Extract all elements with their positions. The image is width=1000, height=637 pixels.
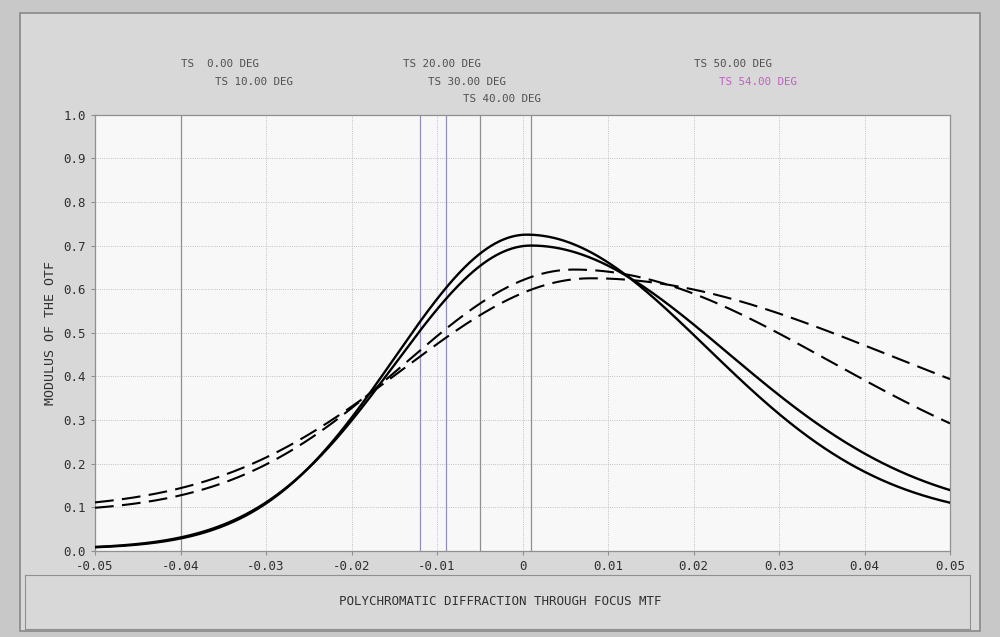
Y-axis label: MODULUS OF THE OTF: MODULUS OF THE OTF — [44, 261, 57, 405]
Text: POLYCHROMATIC DIFFRACTION THROUGH FOCUS MTF: POLYCHROMATIC DIFFRACTION THROUGH FOCUS … — [339, 596, 661, 608]
Text: TS 20.00 DEG: TS 20.00 DEG — [403, 59, 481, 69]
Text: TS 40.00 DEG: TS 40.00 DEG — [463, 94, 541, 104]
X-axis label: FOCUS SHIFT IN MILLIMETERS: FOCUS SHIFT IN MILLIMETERS — [418, 580, 626, 593]
Text: TS 54.00 DEG: TS 54.00 DEG — [719, 76, 797, 87]
Text: TS 10.00 DEG: TS 10.00 DEG — [215, 76, 293, 87]
Text: TS 30.00 DEG: TS 30.00 DEG — [428, 76, 506, 87]
Text: TS  0.00 DEG: TS 0.00 DEG — [181, 59, 258, 69]
Text: TS 50.00 DEG: TS 50.00 DEG — [694, 59, 772, 69]
